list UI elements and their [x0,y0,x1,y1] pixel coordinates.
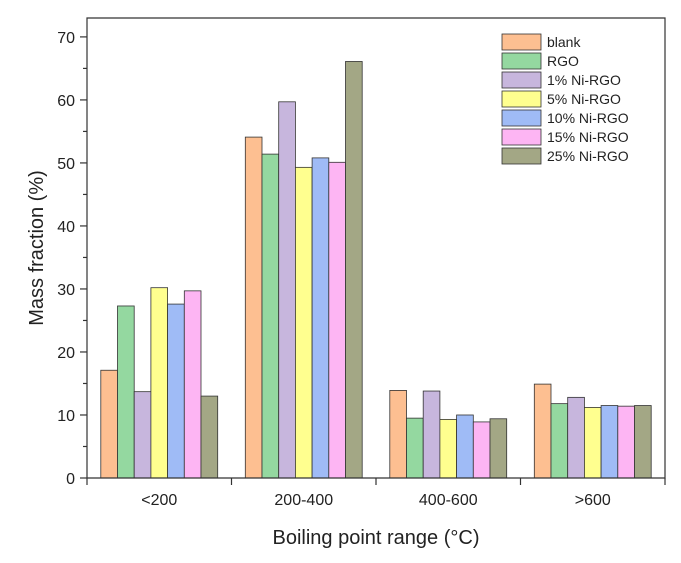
legend-label: 1% Ni-RGO [547,72,621,88]
y-ticks: 0 10 20 30 40 50 60 70 [57,30,87,488]
bar [489,418,508,479]
bar [244,136,263,479]
bar [533,383,552,479]
bar [550,403,569,479]
legend-swatch [501,71,542,89]
bar [294,166,313,479]
legend-label: 15% Ni-RGO [547,129,629,145]
bar [278,101,296,479]
x-tick-label: >600 [575,492,611,509]
x-axis-title: Boiling point range (°C) [273,527,480,549]
x-tick-label: 400-600 [419,492,478,509]
legend: blank RGO 1% Ni-RGO 5% Ni-RGO 10% Ni-RGO 15% … [501,33,629,165]
legend-label: 25% Ni-RGO [547,148,629,164]
bar [584,407,602,479]
legend-swatch [501,52,542,70]
bar [345,61,363,479]
y-tick-label: 20 [57,345,75,362]
bar [200,395,219,479]
bar [456,414,474,479]
bars-layer [100,61,652,479]
y-axis-title: Mass fraction (%) [26,170,48,326]
x-ticks: <200 200-400 400-600 >600 [86,478,666,509]
legend-label: 5% Ni-RGO [547,91,621,107]
y-tick-label: 0 [66,471,75,488]
y-tick-label: 60 [57,93,75,110]
legend-swatch [501,33,542,51]
bar [167,303,185,479]
bar [406,417,424,479]
bar [617,405,635,479]
legend-swatch [501,109,542,127]
bar [183,290,202,479]
bar [328,161,346,479]
bar [117,305,135,479]
legend-swatch [501,90,542,108]
bar [311,157,330,479]
y-tick-label: 70 [57,30,75,47]
legend-label: RGO [547,53,579,69]
x-tick-label: <200 [141,492,177,509]
legend-label: blank [547,34,581,50]
bar [439,418,457,479]
x-tick-label: 200-400 [274,492,333,509]
legend-swatch [501,147,542,165]
bar [634,405,652,479]
bar [600,405,619,479]
bar [100,369,118,479]
bar [133,391,152,479]
y-tick-label: 30 [57,282,75,299]
legend-label: 10% Ni-RGO [547,110,629,126]
bar [389,390,407,479]
y-tick-label: 40 [57,219,75,236]
bar [567,396,585,479]
legend-swatch [501,128,542,146]
bar [261,153,280,479]
y-tick-label: 10 [57,408,75,425]
bar [422,390,441,479]
y-tick-label: 50 [57,156,75,173]
bar [472,421,491,479]
bar [150,287,168,479]
